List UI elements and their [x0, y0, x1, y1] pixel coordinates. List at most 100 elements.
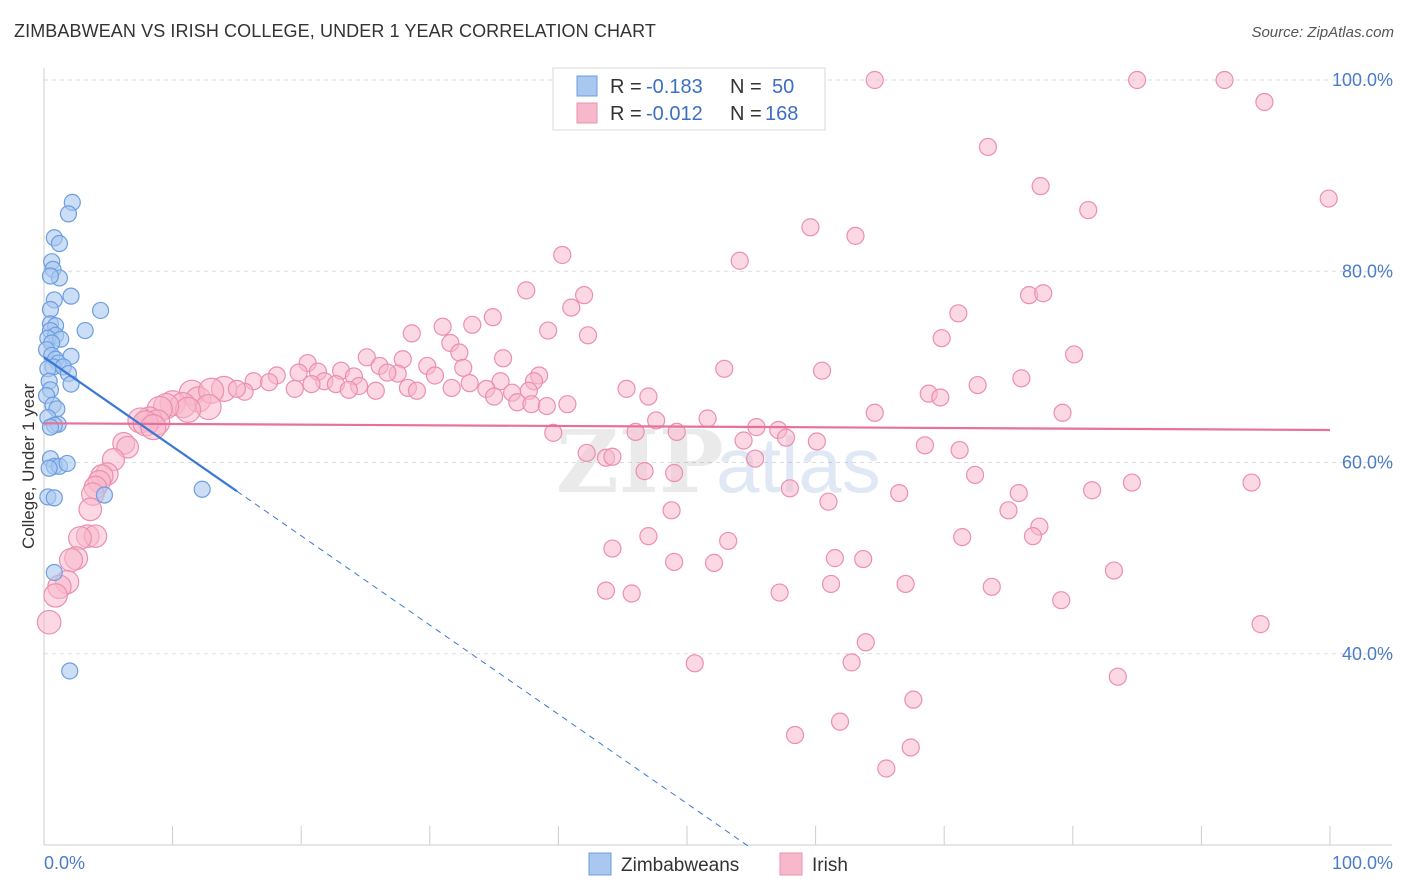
irish-point [1082, 481, 1102, 500]
irish-point [801, 218, 820, 237]
irish-point [1319, 189, 1338, 208]
irish-point [603, 539, 622, 558]
legend-r-value-irish: -0.012 [646, 103, 703, 125]
irish-trend-line [43, 422, 1331, 432]
y-tick-label-100: 100.0% [1332, 70, 1393, 90]
zimbabwean-point [62, 375, 80, 393]
irish-point [1079, 200, 1098, 220]
irish-point [982, 577, 1001, 596]
legend-n-value-irish: 168 [765, 103, 798, 125]
y-axis-label: College, Under 1 year [19, 383, 38, 549]
irish-point [746, 449, 765, 468]
irish-point [704, 553, 724, 573]
irish-point [1251, 615, 1270, 634]
irish-point [460, 374, 479, 393]
irish-point [968, 375, 987, 395]
irish-point [647, 411, 666, 430]
irish-point [174, 396, 202, 424]
irish-point [1064, 345, 1084, 364]
irish-point [450, 343, 469, 362]
irish-point [865, 70, 884, 90]
zimbabwean-trend-line [43, 356, 238, 493]
irish-point [596, 581, 616, 600]
irish-point [433, 317, 452, 336]
irish-point [562, 298, 581, 317]
irish-point [730, 251, 749, 270]
irish-point [949, 304, 968, 323]
irish-point [302, 374, 321, 394]
irish-point [622, 584, 641, 603]
irish-point [1023, 527, 1043, 546]
zimbabwean-point [193, 480, 211, 498]
x-tick-label-min: 0.0% [44, 853, 85, 873]
legend-r-label-2: R = [610, 103, 642, 125]
trend-lines [43, 356, 1331, 849]
zimbabwean-point [61, 662, 79, 680]
zimbabwean-point [41, 267, 60, 285]
correlation-legend: R = -0.183 N = 50 R = -0.012 N = 168 [552, 67, 826, 131]
zimbabwean-point [91, 301, 110, 320]
irish-point [407, 381, 427, 400]
chart-title: ZIMBABWEAN VS IRISH COLLEGE, UNDER 1 YEA… [14, 21, 657, 41]
zimbabwean-point [62, 287, 80, 305]
zimbabwean-point [58, 454, 76, 473]
irish-point [915, 436, 935, 455]
irish-point [539, 321, 558, 340]
irish-point [517, 281, 536, 300]
irish-point [698, 409, 717, 428]
irish-point [1108, 667, 1127, 686]
irish-point [485, 387, 504, 406]
irish-point [463, 315, 482, 334]
irish-point [537, 396, 556, 416]
irish-point [842, 653, 861, 672]
zimbabwean-point [45, 563, 63, 582]
irish-point [854, 549, 873, 569]
source-label: Source: ZipAtlas.com [1251, 24, 1394, 41]
irish-point [483, 308, 502, 327]
irish-point [1034, 284, 1053, 303]
irish-point [491, 372, 510, 391]
irish-point [603, 447, 622, 466]
irish-point [558, 395, 577, 414]
irish-point [770, 583, 789, 602]
irish-point [932, 329, 951, 348]
irish-point [931, 388, 950, 407]
bottom-legend-label-irish: Irish [812, 855, 848, 876]
irish-point [285, 379, 304, 398]
irish-point [1255, 92, 1274, 112]
bottom-legend-swatch-zimbabweans [588, 852, 612, 876]
irish-point [339, 380, 358, 399]
zimbabwean-point [41, 418, 60, 436]
irish-point [780, 479, 799, 498]
irish-point [378, 363, 397, 382]
irish-point [68, 526, 92, 551]
zimbabwean-point [50, 234, 69, 253]
irish-point [1242, 473, 1261, 492]
irish-point [865, 403, 884, 422]
irish-point [1052, 591, 1071, 610]
irish-point [1122, 473, 1142, 492]
irish-point [1127, 70, 1147, 90]
legend-r-label-1: R = [610, 76, 642, 98]
irish-point [522, 395, 541, 414]
irish-point [639, 387, 658, 406]
irish-point [715, 359, 734, 378]
tick-labels: 40.0% 60.0% 80.0% 100.0% 0.0% 100.0% [44, 70, 1393, 873]
irish-point [544, 423, 563, 442]
zimbabwean-points [37, 193, 211, 680]
irish-point [953, 527, 972, 547]
irish-point [402, 324, 421, 343]
zimbabwean-point [59, 205, 78, 223]
irish-point [639, 527, 658, 546]
irish-point [227, 379, 246, 398]
zimbabwean-point [95, 486, 114, 504]
irish-point [819, 492, 838, 511]
irish-point [846, 226, 865, 245]
irish-point [999, 501, 1018, 520]
gridlines [44, 79, 1392, 655]
irish-point [1104, 561, 1124, 580]
irish-point [776, 428, 796, 447]
legend-swatch-irish [576, 102, 598, 124]
irish-point [454, 358, 473, 377]
